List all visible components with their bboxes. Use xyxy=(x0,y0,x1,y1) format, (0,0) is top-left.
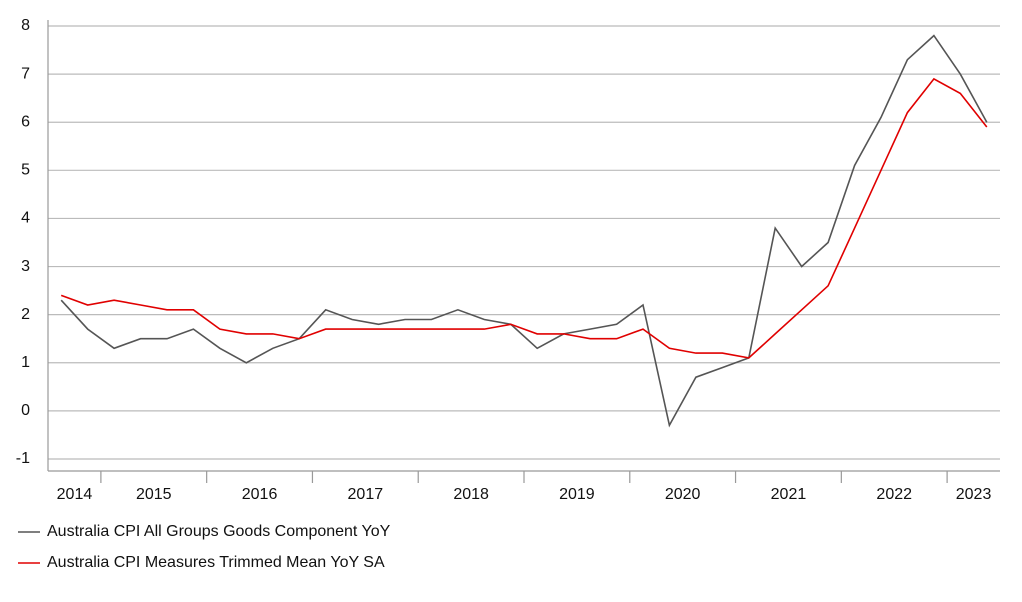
x-tick-label: 2014 xyxy=(57,486,93,503)
legend-label: Australia CPI All Groups Goods Component… xyxy=(47,523,391,540)
x-tick-label: 2023 xyxy=(956,486,992,503)
y-tick-label: 7 xyxy=(21,65,30,82)
y-tick-label: 2 xyxy=(21,306,30,323)
series-line xyxy=(60,77,988,359)
y-tick-label: 8 xyxy=(21,17,30,34)
x-tick-label: 2017 xyxy=(348,486,384,503)
y-tick-label: -1 xyxy=(16,450,30,467)
x-tick-label: 2021 xyxy=(771,486,807,503)
y-tick-label: 3 xyxy=(21,258,30,275)
series-line xyxy=(60,34,988,428)
y-tick-label: 0 xyxy=(21,402,30,419)
x-tick-label: 2020 xyxy=(665,486,701,503)
y-tick-label: 4 xyxy=(21,210,30,227)
legend-label: Australia CPI Measures Trimmed Mean YoY … xyxy=(47,554,385,571)
y-tick-label: 1 xyxy=(21,354,30,371)
x-tick-label: 2015 xyxy=(136,486,172,503)
x-tick-label: 2016 xyxy=(242,486,278,503)
y-tick-label: 6 xyxy=(21,113,30,130)
y-tick-label: 5 xyxy=(21,162,30,179)
x-tick-label: 2022 xyxy=(876,486,912,503)
x-tick-label: 2018 xyxy=(453,486,489,503)
x-tick-label: 2019 xyxy=(559,486,595,503)
